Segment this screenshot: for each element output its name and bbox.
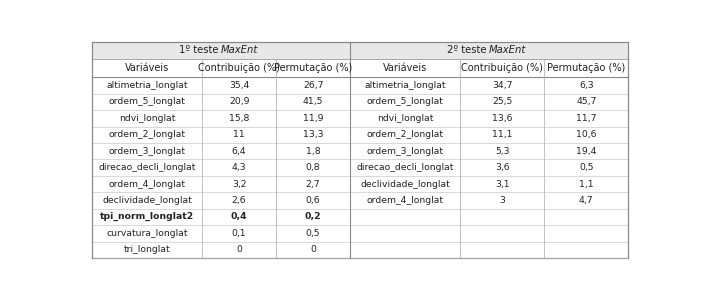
Text: 5,3: 5,3 bbox=[495, 147, 510, 156]
Text: 25,5: 25,5 bbox=[492, 97, 512, 106]
Text: 2º teste: 2º teste bbox=[446, 45, 489, 55]
Text: 1,8: 1,8 bbox=[306, 147, 321, 156]
Text: ndvi_longlat: ndvi_longlat bbox=[119, 114, 175, 123]
Text: Contribuição (%): Contribuição (%) bbox=[198, 63, 280, 73]
Text: 0: 0 bbox=[236, 245, 242, 254]
Text: direcao_decli_longlat: direcao_decli_longlat bbox=[98, 163, 196, 172]
Text: 11,7: 11,7 bbox=[576, 114, 597, 123]
Text: ordem_4_longlat: ordem_4_longlat bbox=[366, 196, 444, 205]
Bar bbox=[350, 42, 628, 59]
Text: MaxEnt: MaxEnt bbox=[489, 45, 527, 55]
Text: altimetria_longlat: altimetria_longlat bbox=[106, 81, 188, 90]
Text: 0: 0 bbox=[310, 245, 316, 254]
Text: curvatura_longlat: curvatura_longlat bbox=[106, 229, 188, 238]
Text: altimetria_longlat: altimetria_longlat bbox=[364, 81, 446, 90]
Text: 41,5: 41,5 bbox=[303, 97, 323, 106]
Text: ordem_5_longlat: ordem_5_longlat bbox=[367, 97, 444, 106]
Text: 19,4: 19,4 bbox=[576, 147, 597, 156]
Text: MaxEnt: MaxEnt bbox=[221, 45, 259, 55]
Text: 13,3: 13,3 bbox=[303, 130, 323, 139]
Text: 0,6: 0,6 bbox=[306, 196, 321, 205]
Text: ordem_3_longlat: ordem_3_longlat bbox=[366, 147, 444, 156]
Text: Variáveis: Variáveis bbox=[125, 63, 169, 73]
Text: 0,4: 0,4 bbox=[231, 212, 247, 222]
Text: declividade_longlat: declividade_longlat bbox=[360, 180, 450, 189]
Text: ndvi_longlat: ndvi_longlat bbox=[377, 114, 433, 123]
Text: 3,6: 3,6 bbox=[495, 163, 510, 172]
Text: 45,7: 45,7 bbox=[576, 97, 596, 106]
Text: ordem_2_longlat: ordem_2_longlat bbox=[366, 130, 444, 139]
Text: ordem_3_longlat: ordem_3_longlat bbox=[109, 147, 186, 156]
Text: ordem_2_longlat: ordem_2_longlat bbox=[109, 130, 186, 139]
Text: 15,8: 15,8 bbox=[229, 114, 250, 123]
Text: 0,8: 0,8 bbox=[306, 163, 321, 172]
Text: direcao_decli_longlat: direcao_decli_longlat bbox=[356, 163, 453, 172]
Text: Contribuição (%): Contribuição (%) bbox=[461, 63, 543, 73]
Text: tpi_norm_longlat2: tpi_norm_longlat2 bbox=[100, 212, 194, 222]
Text: 20,9: 20,9 bbox=[229, 97, 250, 106]
Text: 4,7: 4,7 bbox=[579, 196, 593, 205]
Text: 35,4: 35,4 bbox=[229, 81, 250, 90]
Bar bbox=[92, 42, 350, 59]
Text: 2,7: 2,7 bbox=[306, 180, 321, 189]
Text: 0,2: 0,2 bbox=[305, 212, 321, 222]
Text: 3,1: 3,1 bbox=[495, 180, 510, 189]
Text: declividade_longlat: declividade_longlat bbox=[103, 196, 192, 205]
Text: Permutação (%): Permutação (%) bbox=[274, 63, 352, 73]
Text: ordem_5_longlat: ordem_5_longlat bbox=[109, 97, 186, 106]
Text: 11: 11 bbox=[233, 130, 245, 139]
Text: 10,6: 10,6 bbox=[576, 130, 597, 139]
Text: 11,1: 11,1 bbox=[492, 130, 512, 139]
Text: 26,7: 26,7 bbox=[303, 81, 323, 90]
Text: 0,1: 0,1 bbox=[232, 229, 247, 238]
Text: Variáveis: Variáveis bbox=[383, 63, 427, 73]
Text: tri_longlat: tri_longlat bbox=[124, 245, 171, 254]
Text: 6,3: 6,3 bbox=[579, 81, 593, 90]
Text: 3,2: 3,2 bbox=[232, 180, 247, 189]
Text: 0,5: 0,5 bbox=[579, 163, 593, 172]
Text: 4,3: 4,3 bbox=[232, 163, 247, 172]
Text: ordem_4_longlat: ordem_4_longlat bbox=[109, 180, 186, 189]
Text: 0,5: 0,5 bbox=[306, 229, 321, 238]
Text: 1º teste: 1º teste bbox=[179, 45, 221, 55]
Text: 6,4: 6,4 bbox=[232, 147, 247, 156]
Text: Permutação (%): Permutação (%) bbox=[547, 63, 626, 73]
Text: 13,6: 13,6 bbox=[492, 114, 512, 123]
Text: 11,9: 11,9 bbox=[303, 114, 323, 123]
Text: 2,6: 2,6 bbox=[232, 196, 247, 205]
Text: 1,1: 1,1 bbox=[579, 180, 593, 189]
Text: 34,7: 34,7 bbox=[492, 81, 512, 90]
Text: 3: 3 bbox=[499, 196, 505, 205]
